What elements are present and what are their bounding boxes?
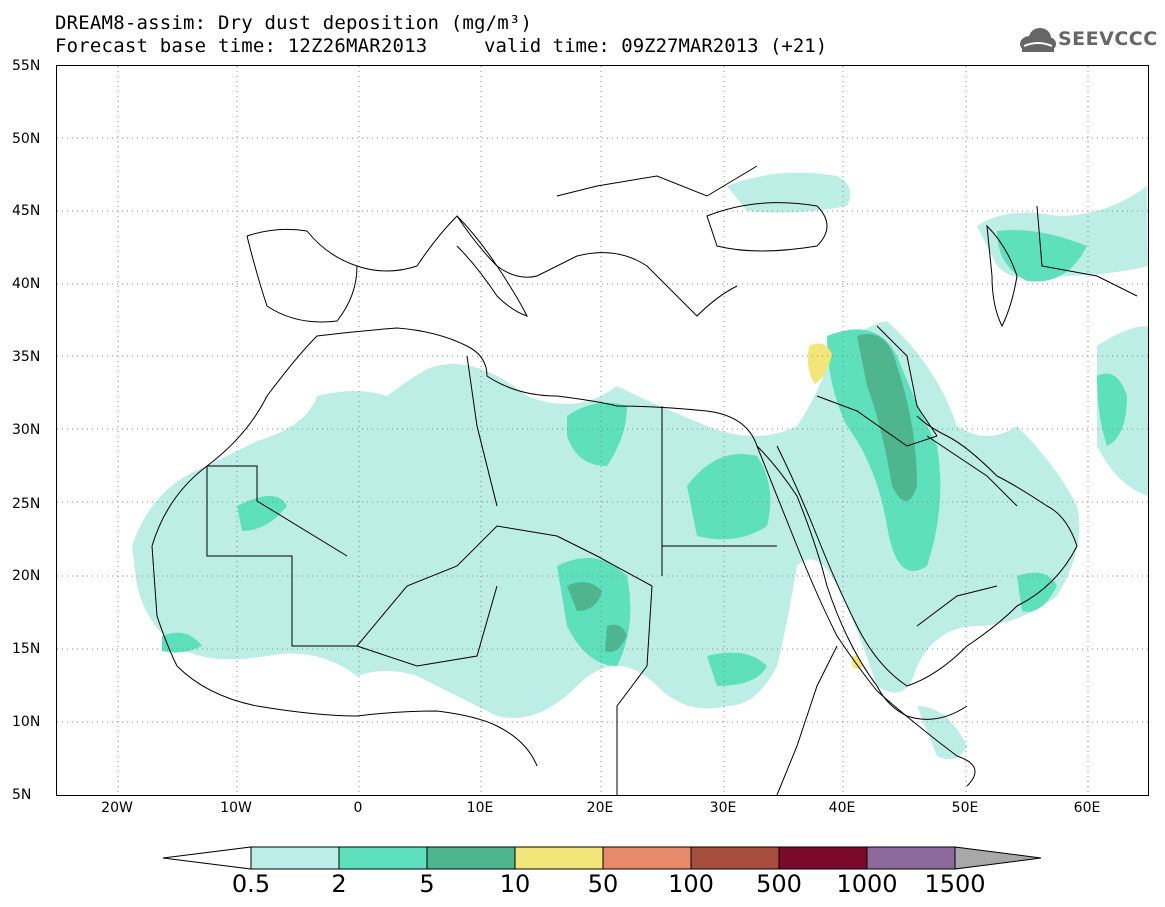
africa-west-coast	[151, 545, 538, 767]
border-mali-niger	[356, 585, 498, 667]
dust-deposition-map	[57, 66, 1148, 795]
colorbar-bin-50-100	[602, 846, 692, 870]
colorbar-lower-arrow	[163, 846, 252, 870]
dust-area-2-iraq	[827, 329, 941, 571]
dust-contours	[132, 172, 1148, 760]
lon-label-0: 0	[353, 800, 363, 816]
colorbar-label-5: 5	[419, 870, 435, 898]
colorbar-label-10: 10	[499, 870, 531, 898]
dust-area-0.5-sahara	[132, 321, 1080, 718]
colorbar-bin-500-1000	[778, 846, 868, 870]
colorbar-label-50: 50	[587, 870, 619, 898]
lat-label-15n: 15N	[12, 641, 41, 657]
lat-label-10n: 10N	[12, 714, 41, 730]
seevccc-logo: SEEVCCC	[1018, 26, 1157, 56]
dust-area-2-egypt	[687, 454, 771, 540]
lon-label-50e: 50E	[951, 800, 979, 816]
dust-area-2-kazakh	[997, 230, 1087, 282]
persian-gulf	[926, 435, 1018, 507]
lat-label-35n: 35N	[12, 349, 41, 365]
graticule	[57, 66, 1148, 795]
colorbar-bin-2-5	[338, 846, 428, 870]
dust-area-2-mauritania	[237, 496, 287, 531]
colorbar-bin-10-50	[514, 846, 604, 870]
border-sahel	[206, 466, 653, 647]
lat-label-40n: 40N	[12, 276, 41, 292]
forecast-base-time: Forecast base time: 12Z26MAR2013	[55, 35, 428, 57]
dust-area-2-senegal	[162, 632, 202, 653]
dust-area-2-libya	[567, 402, 627, 466]
africa-coastline	[151, 327, 968, 720]
dust-area-0.5-ethiopia	[917, 706, 967, 760]
border-mauritania	[207, 465, 348, 557]
dust-area-2-iran-south	[1097, 373, 1127, 446]
map-title: DREAM8-assim: Dry dust deposition (mg/m³…	[55, 12, 533, 34]
dust-area-2-sudan	[707, 652, 767, 686]
dust-area-5-chad	[567, 582, 602, 611]
cloud-icon	[1020, 28, 1056, 52]
east-africa-coast	[776, 645, 838, 795]
italy	[456, 215, 528, 317]
colorbar-bin-100-500	[690, 846, 780, 870]
dust-area-5-chad-south	[605, 624, 627, 652]
logo-label: SEEVCCC	[1058, 28, 1158, 50]
lon-label-30e: 30E	[709, 800, 737, 816]
colorbar-label-0.5: 0.5	[231, 870, 271, 898]
dust-area-0.5-blacksea	[727, 172, 851, 213]
border-central-asia	[1036, 205, 1138, 297]
border-saudi-yemen	[916, 585, 998, 627]
black-sea	[706, 202, 828, 252]
horn-of-africa	[876, 690, 976, 787]
red-sea-west	[756, 445, 878, 692]
colorbar-bin-1000-1500	[866, 846, 956, 870]
colorbar-label-2: 2	[331, 870, 347, 898]
colorbar-label-1500: 1500	[924, 870, 986, 898]
dust-area-5-iraq	[857, 334, 917, 501]
colorbar-label-1000: 1000	[836, 870, 898, 898]
iberia	[246, 235, 358, 323]
lat-label-5n: 5N	[12, 787, 32, 803]
arabia-coast	[776, 415, 1078, 687]
caspian	[986, 224, 1018, 328]
lon-label-10w: 10W	[220, 800, 252, 816]
lon-label-60e: 60E	[1073, 800, 1101, 816]
lat-label-50n: 50N	[12, 131, 41, 147]
lat-label-55n: 55N	[12, 58, 41, 74]
colorbar-bin-0.5-2	[250, 846, 340, 870]
lat-label-20n: 20N	[12, 568, 41, 584]
colorbar	[163, 846, 1042, 870]
colorbar-upper-arrow	[954, 846, 1042, 870]
colorbar-label-500: 500	[756, 870, 802, 898]
border-chad-sudan	[616, 585, 653, 795]
dust-area-10-syria	[807, 343, 832, 384]
colorbar-bin-5-10	[426, 846, 516, 870]
lat-label-25n: 25N	[12, 496, 41, 512]
border-europe-east	[556, 165, 758, 197]
lon-label-40e: 40E	[828, 800, 856, 816]
border-saudi-iraq	[816, 395, 938, 447]
europe-coast	[246, 215, 738, 317]
lon-label-20w: 20W	[101, 800, 133, 816]
dust-area-2-oman	[1017, 572, 1057, 612]
lon-label-10e: 10E	[466, 800, 494, 816]
lat-label-30n: 30N	[12, 422, 41, 438]
border-algeria-libya	[466, 355, 498, 507]
lon-label-20e: 20E	[586, 800, 614, 816]
dust-area-10-yemen	[852, 655, 863, 669]
lat-label-45n: 45N	[12, 203, 41, 219]
border-iran-iraq	[876, 325, 938, 437]
colorbar-label-100: 100	[668, 870, 714, 898]
valid-time: valid time: 09Z27MAR2013 (+21)	[484, 35, 828, 57]
coastlines-and-borders	[151, 165, 1138, 795]
map-panel	[56, 65, 1149, 796]
